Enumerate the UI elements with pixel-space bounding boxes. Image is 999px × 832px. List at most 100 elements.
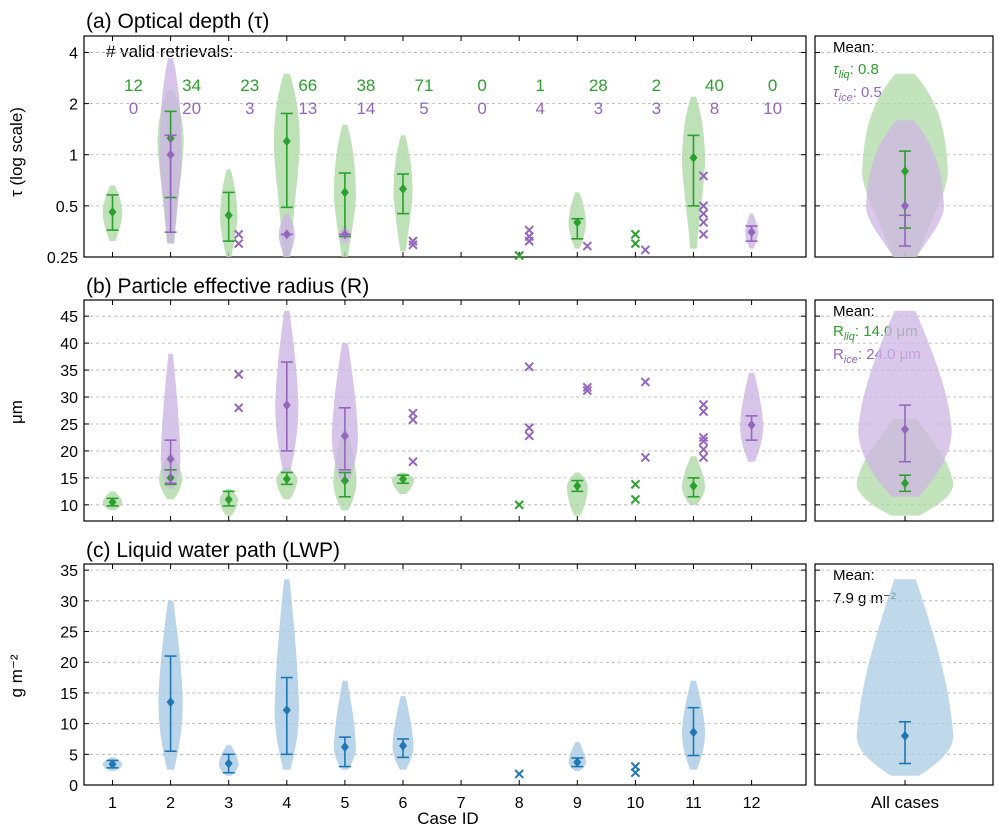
panel-c-lwp-point: [514, 769, 524, 779]
panel-a-ytick-label: 4: [69, 45, 78, 62]
panel-b-frame: [83, 299, 807, 522]
count-ice: 10: [763, 99, 782, 118]
count-liquid: 12: [124, 76, 143, 95]
mean-a-ice-value: : 0.5: [853, 84, 882, 101]
panel-b-ice-point: [698, 399, 709, 410]
panel-b-ice-mean-marker: [747, 420, 756, 431]
panel-b-ice-mean-marker: [282, 400, 291, 411]
count-ice: 3: [594, 99, 603, 118]
x-tick-label: 7: [457, 795, 466, 812]
panel-a-ylabel: τ (log scale): [7, 107, 26, 197]
x-tick-label: 6: [399, 795, 408, 812]
x-tick-label: 10: [627, 795, 645, 812]
panel-c-ytick-label: 5: [69, 747, 78, 764]
panel-c-ytick-label: 20: [60, 655, 78, 672]
mean-b-liquid-subscript: liq: [844, 331, 856, 343]
x-tick-label: 9: [573, 795, 582, 812]
panel-c-lwp-mean-marker: [108, 759, 117, 770]
panel-a-title: (a) Optical depth (τ): [86, 10, 269, 33]
panel-c-allcases-lwp-violin: [856, 579, 954, 776]
panel-c-lwp-point: [630, 768, 641, 778]
x-tick-label: 11: [685, 795, 702, 812]
panel-b-ice-point: [698, 452, 709, 463]
panel-b-ice-point: [698, 436, 709, 446]
count-ice: 3: [245, 99, 254, 118]
mean-b-ice-symbol: R: [833, 346, 844, 363]
panel-b-ice-point: [524, 362, 534, 372]
panel-b-ytick-label: 35: [60, 363, 78, 380]
panel-b-allcases-ice-mean-marker: [901, 424, 909, 435]
panel-b-liquid-mean-marker: [340, 475, 349, 486]
panel-a-ice-point: [698, 217, 709, 228]
mean-a-ice-subscript: ice: [839, 92, 853, 104]
all-cases-label: All cases: [871, 793, 939, 812]
mean-c-value: 7.9 g m⁻²: [833, 590, 896, 607]
panel-b-liquid-mean-marker: [282, 473, 291, 484]
panel-c-lwp-mean-marker: [282, 705, 291, 716]
panel-a-ice-point: [408, 240, 418, 250]
panel-b-ice-point: [582, 385, 593, 396]
count-liquid: 28: [589, 76, 608, 95]
panel-b-liquid-mean-marker: [689, 480, 698, 491]
panel-c-ytick-label: 15: [60, 686, 78, 703]
panel-b-liquid-point: [630, 494, 641, 505]
panel-b-title: (b) Particle effective radius (R): [86, 275, 369, 298]
mean-a-liquid-value: : 0.8: [850, 61, 879, 78]
panel-b-liquid-mean-marker: [573, 480, 582, 491]
panel-b-ice-point: [408, 456, 418, 467]
panel-a-ice-point: [233, 229, 244, 240]
panel-a-ice-mean-marker: [340, 229, 349, 240]
panel-a-ytick-label: 1: [69, 148, 78, 165]
count-liquid: 0: [768, 76, 777, 95]
panel-c-lwp-violin: [392, 696, 414, 770]
x-tick-label: 1: [108, 795, 117, 812]
panel-b-allcases-ice-violin: [858, 310, 952, 497]
panel-c-lwp-mean-marker: [224, 758, 233, 769]
panel-a-ice-point: [233, 238, 244, 249]
panel-b-ice-mean-marker: [340, 430, 349, 441]
panel-c-lwp-mean-marker: [573, 757, 582, 768]
panel-a-ice-point: [524, 231, 534, 242]
mean-a-liquid-subscript: liq: [839, 69, 851, 81]
panel-a-ytick-label: 0.5: [56, 199, 78, 216]
count-ice: 0: [129, 99, 138, 118]
count-liquid: 1: [535, 76, 544, 95]
panel-b-ylabel: μm: [7, 400, 26, 424]
panel-a-ice-point: [698, 229, 709, 240]
count-ice: 3: [652, 99, 661, 118]
panel-b-ytick-label: 40: [60, 336, 78, 353]
count-ice: 14: [356, 99, 375, 118]
panel-a-ice-mean-marker: [747, 227, 756, 238]
panel-c-frame: [83, 563, 807, 786]
panel-a-allcases-ice-mean-marker: [901, 200, 909, 211]
panel-c-lwp-mean-marker: [340, 741, 349, 752]
panel-a-liquid-mean-marker: [108, 207, 117, 218]
panel-b-ytick-label: 45: [60, 309, 78, 326]
panel-a-ice-point: [698, 208, 709, 219]
panel-a-ice-point: [408, 236, 418, 246]
panel-b-ytick-label: 10: [60, 498, 78, 515]
panel-b-ytick-label: 30: [60, 390, 78, 407]
panel-a-ice-mean-marker: [166, 149, 175, 160]
panel-a-ytick-label: 2: [69, 97, 78, 114]
panel-c-allcases-frame: [814, 563, 994, 786]
count-liquid: 0: [477, 76, 486, 95]
panel-b-ice-point: [233, 403, 244, 413]
panel-b-ice-point: [640, 377, 651, 387]
panel-a-liquid-mean-marker: [689, 152, 698, 163]
mean-a-title: Mean:: [833, 39, 875, 56]
panel-b-ytick-label: 15: [60, 471, 78, 488]
x-tick-label: 5: [340, 795, 349, 812]
panel-a-frame: [83, 35, 807, 258]
panel-c-lwp-mean-marker: [166, 697, 175, 708]
count-ice: 4: [535, 99, 544, 118]
panel-b-ice-point: [698, 432, 709, 443]
count-liquid: 34: [182, 76, 201, 95]
panel-b-ice-violin: [160, 353, 181, 489]
panel-a-liquid-point: [630, 238, 641, 249]
x-tick-label: 12: [743, 795, 761, 812]
panel-a-ice-point: [698, 171, 709, 181]
valid-retrievals-title: # valid retrievals:: [106, 42, 234, 61]
